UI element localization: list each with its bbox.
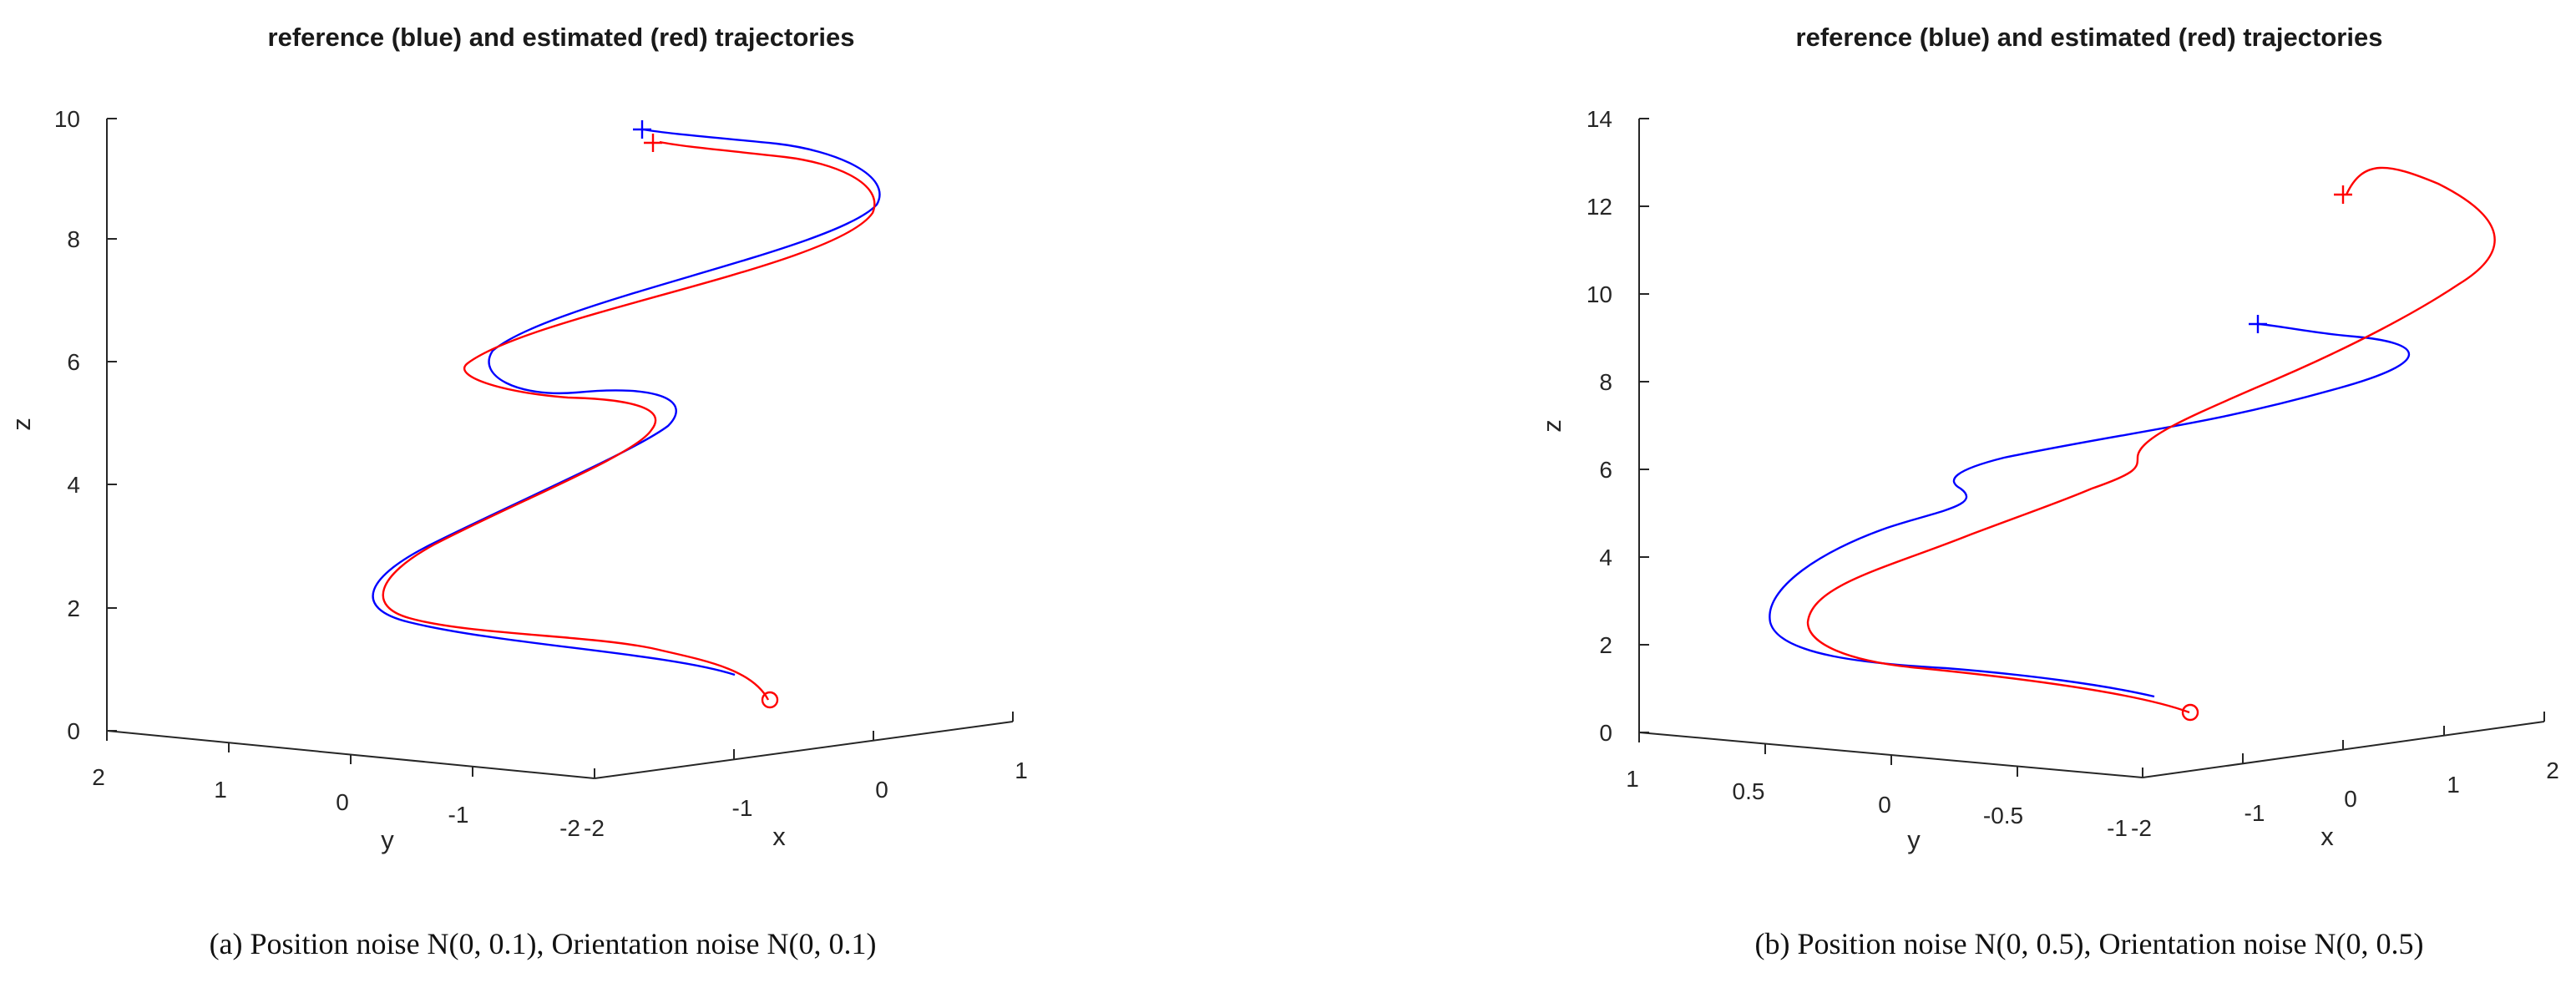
- y-tick-label: 2: [92, 764, 105, 790]
- y-tick-label: -1: [448, 802, 469, 828]
- z-tick-label: 6: [67, 349, 80, 375]
- series-reference-line-a: [372, 128, 881, 676]
- z-ticks-a: 0 2 4 6 8 10: [54, 106, 117, 744]
- z-tick-label: 0: [67, 718, 80, 744]
- x-tick-label: 1: [1015, 757, 1028, 783]
- start-marker-a: [761, 691, 779, 709]
- x-axis-label-a: x: [772, 822, 786, 851]
- caption-a: (a) Position noise N(0, 0.1), Orientatio…: [210, 927, 877, 960]
- z-tick-label: 14: [1587, 106, 1612, 132]
- z-tick-label: 0: [1599, 720, 1612, 746]
- y-ticks-a: 2 1 0 -1 -2: [92, 731, 580, 841]
- x-axis-label-b: x: [2320, 822, 2334, 851]
- z-ticks-b: 0 2 4 6 8 10 12 14: [1587, 106, 1649, 746]
- y-tick-label: -1: [2107, 815, 2128, 841]
- x-ticks-a: -2 -1 0 1: [584, 712, 1028, 841]
- series-estimated-line-a: [382, 140, 876, 701]
- x-tick-label: -2: [2131, 815, 2152, 841]
- chart-title-a: reference (blue) and estimated (red) tra…: [268, 23, 855, 52]
- x-tick-label: 0: [2344, 786, 2357, 812]
- y-tick-label: 0: [1878, 792, 1891, 818]
- z-tick-label: 4: [1599, 545, 1612, 570]
- x-tick-label: 1: [2447, 772, 2460, 798]
- x-axis-line-a: [594, 721, 1014, 779]
- z-tick-label: 2: [1599, 632, 1612, 658]
- z-axis-label-b: z: [1537, 419, 1566, 433]
- y-ticks-b: 1 0.5 0 -0.5 -1: [1626, 732, 2128, 841]
- y-tick-label: 0.5: [1733, 778, 1765, 804]
- y-tick-label: -2: [559, 815, 580, 841]
- z-tick-label: 6: [1599, 457, 1612, 483]
- y-tick-label: -0.5: [1983, 803, 2023, 828]
- z-axis-label-a: z: [7, 418, 36, 431]
- chart-panel-b: reference (blue) and estimated (red) tra…: [1537, 23, 2559, 960]
- x-tick-label: 0: [875, 777, 888, 803]
- y-tick-label: 0: [336, 789, 349, 815]
- z-tick-label: 10: [54, 106, 80, 132]
- y-tick-label: 1: [1626, 766, 1639, 792]
- end-marker-reference-a: [633, 120, 651, 139]
- z-tick-label: 8: [67, 226, 80, 252]
- y-axis-label-a: y: [381, 825, 394, 854]
- caption-b: (b) Position noise N(0, 0.5), Orientatio…: [1755, 927, 2424, 960]
- x-tick-label: -2: [584, 815, 605, 841]
- x-ticks-b: -2 -1 0 1 2: [2131, 712, 2559, 841]
- y-axis-label-b: y: [1907, 825, 1921, 854]
- x-tick-label: -1: [732, 795, 753, 821]
- chart-panel-a: reference (blue) and estimated (red) tra…: [7, 23, 1028, 960]
- y-tick-label: 1: [214, 777, 227, 803]
- series-estimated-line-b: [1806, 166, 2496, 714]
- z-tick-label: 12: [1587, 194, 1612, 220]
- z-tick-label: 4: [67, 472, 80, 498]
- z-tick-label: 2: [67, 595, 80, 621]
- start-marker-b: [2181, 703, 2199, 722]
- end-marker-estimated-b: [2334, 185, 2352, 204]
- end-marker-estimated-a: [644, 134, 662, 152]
- end-marker-reference-b: [2249, 315, 2267, 333]
- x-tick-label: -1: [2245, 800, 2265, 826]
- x-tick-label: 2: [2546, 757, 2559, 783]
- series-reference-line-b: [1769, 322, 2411, 698]
- z-tick-label: 10: [1587, 281, 1612, 307]
- chart-title-b: reference (blue) and estimated (red) tra…: [1796, 23, 2383, 52]
- z-tick-label: 8: [1599, 369, 1612, 395]
